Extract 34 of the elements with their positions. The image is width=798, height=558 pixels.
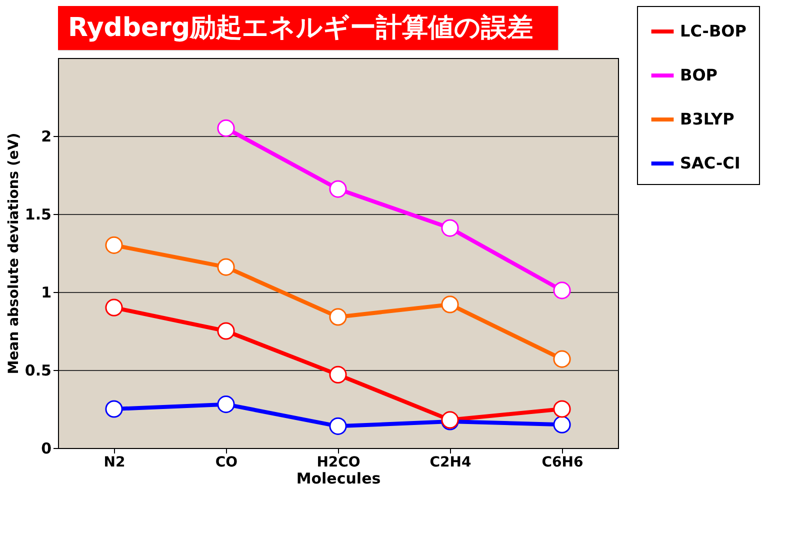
legend-label: SAC-CI: [680, 154, 740, 172]
y-tick-label: 0: [41, 440, 52, 458]
point: [105, 298, 123, 316]
y-tick-label: 2: [41, 128, 52, 146]
x-tick-label: C2H4: [430, 454, 472, 470]
y-axis-title: Mean absolute deviations (eV): [6, 132, 22, 374]
point: [329, 366, 347, 384]
point: [217, 396, 235, 414]
point: [105, 400, 123, 418]
x-tick-label: N2: [104, 454, 126, 470]
point: [441, 296, 459, 314]
point: [329, 308, 347, 326]
point: [329, 180, 347, 198]
legend-label: LC-BOP: [680, 22, 747, 40]
point: [553, 282, 571, 300]
point: [105, 236, 123, 254]
point: [329, 417, 347, 435]
x-axis-title: Molecules: [296, 470, 381, 488]
point: [217, 258, 235, 276]
legend-label: BOP: [680, 66, 718, 84]
y-tick-label: 0.5: [24, 362, 52, 380]
chart-title: Rydberg励起エネルギー計算値の誤差: [68, 13, 534, 43]
x-tick-label: CO: [215, 454, 238, 470]
y-tick-label: 1.5: [24, 206, 52, 224]
y-tick-label: 1: [41, 284, 52, 302]
x-tick-label: H2CO: [316, 454, 360, 470]
point: [217, 119, 235, 137]
point: [553, 400, 571, 418]
point: [553, 416, 571, 434]
legend-label: B3LYP: [680, 110, 735, 128]
point: [441, 219, 459, 237]
point: [217, 322, 235, 340]
x-tick-label: C6H6: [542, 454, 584, 470]
point: [553, 350, 571, 368]
